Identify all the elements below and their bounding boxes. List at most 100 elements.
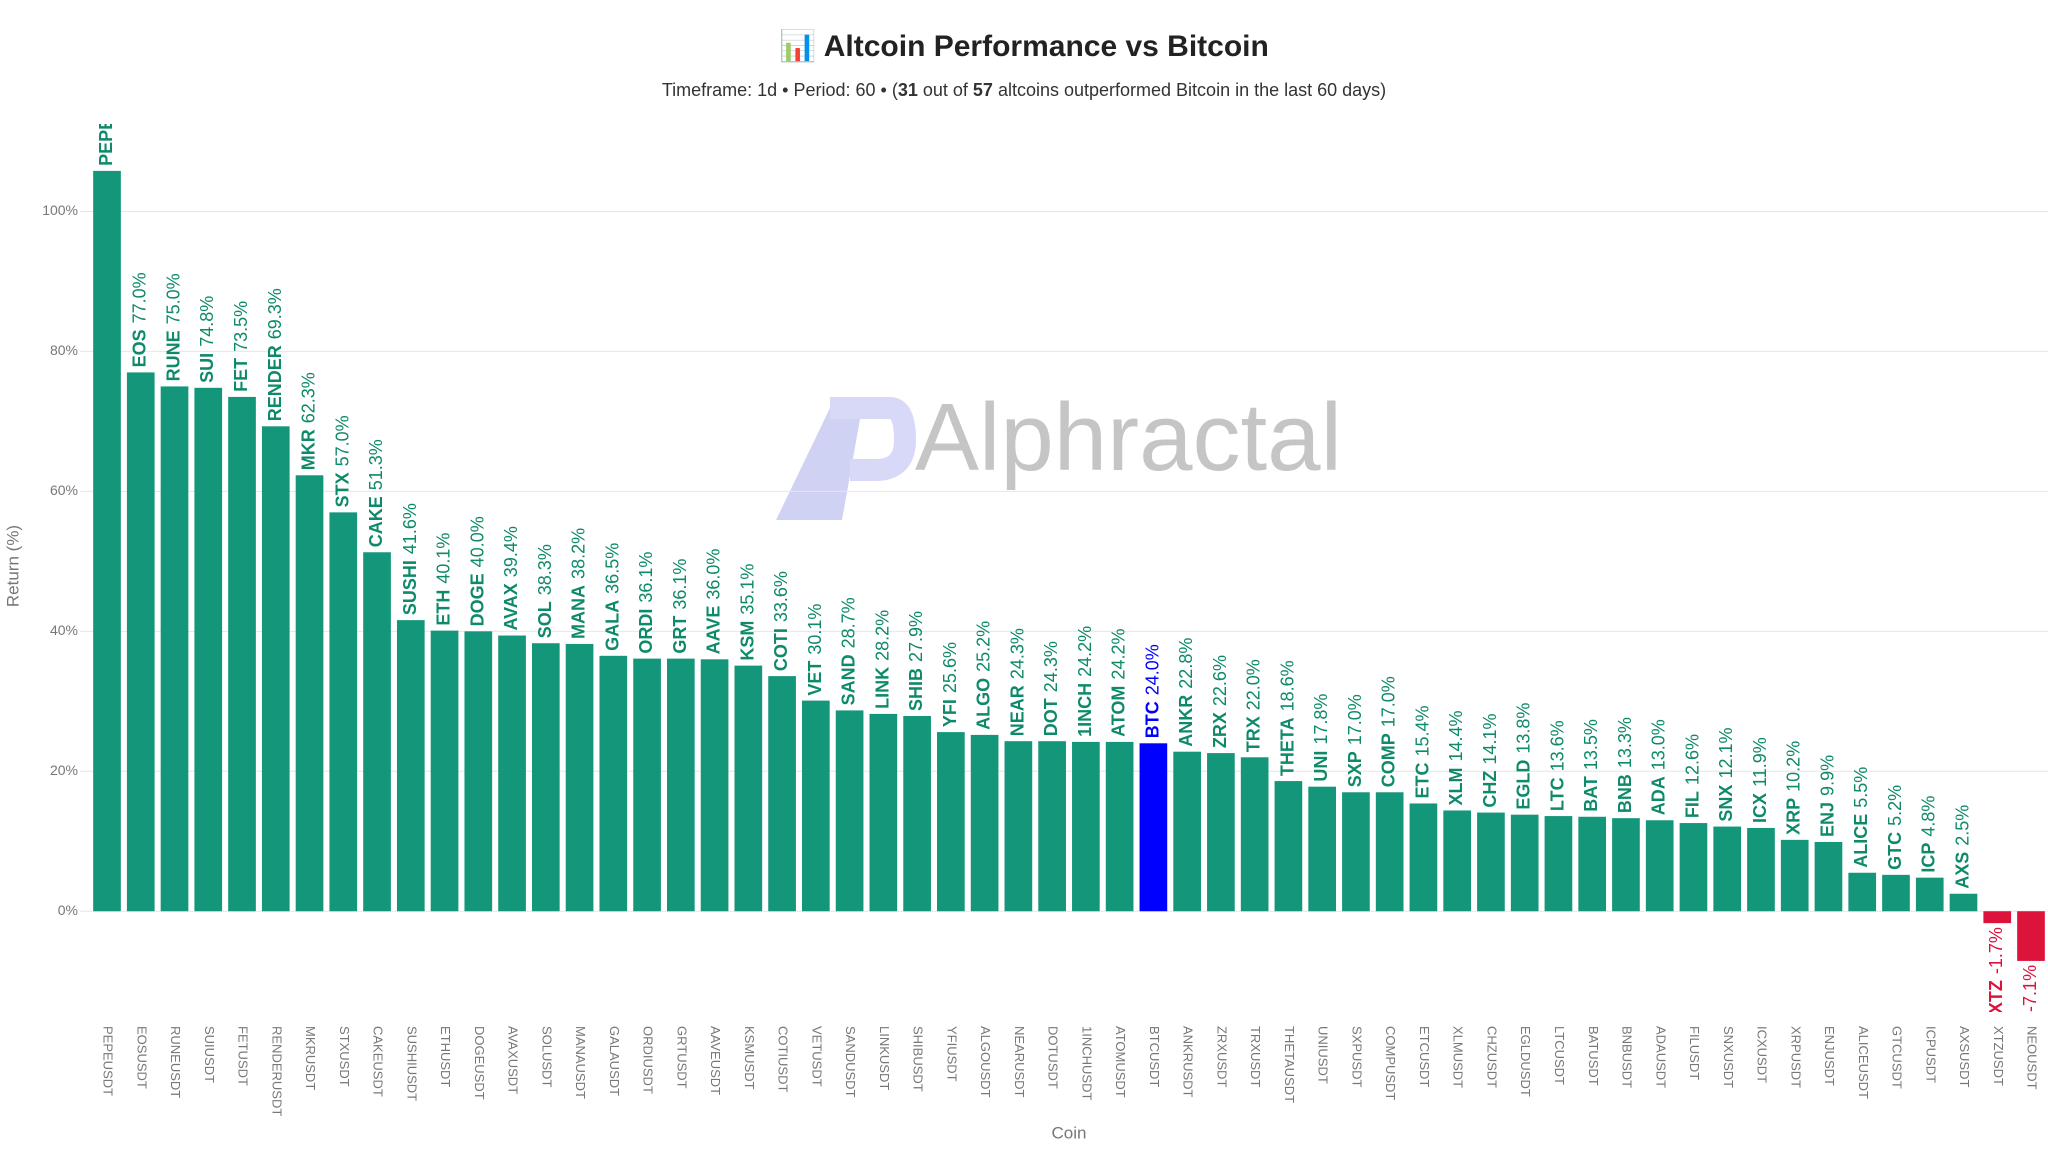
data-label-value: 24.3% (1041, 641, 1061, 692)
subtitle-part: Timeframe: 1d • Period: 60 • ( (662, 80, 898, 100)
data-label-name: PEPE (96, 118, 116, 166)
x-tick-label: COMPUSDT (1383, 1026, 1398, 1100)
data-label-name: FIL (1682, 791, 1702, 818)
data-label: YFI 25.6% (940, 642, 960, 727)
data-label-name: ANKR (1176, 695, 1196, 747)
data-label: LTC 13.6% (1547, 720, 1567, 811)
data-label-value: 13.0% (1648, 719, 1668, 770)
data-label-name: CHZ (1480, 771, 1500, 808)
data-label-value: 69.3% (265, 288, 285, 339)
bar (970, 734, 999, 912)
data-label-name: KSM (737, 621, 757, 661)
y-tick-label: 80% (50, 342, 78, 358)
data-label: ENJ 9.9% (1817, 755, 1837, 837)
data-label-value: 73.5% (231, 301, 251, 352)
data-label-value: 24.3% (1007, 628, 1027, 679)
x-tick-label: COTIUSDT (776, 1026, 791, 1093)
x-tick-label: ALICEUSDT (1856, 1026, 1871, 1099)
data-label: AVAX 39.4% (501, 526, 521, 630)
data-label-name: ORDI (636, 609, 656, 654)
data-label-name: VET (805, 661, 825, 696)
data-label: ETC 15.4% (1412, 705, 1432, 798)
bar (1645, 820, 1674, 912)
bar (1780, 839, 1809, 912)
bar (666, 658, 695, 912)
data-label-name: ICP (1918, 843, 1938, 873)
data-label-name: GALA (602, 600, 622, 651)
data-label-value: 13.3% (1615, 717, 1635, 768)
x-tick-label: TRXUSDT (1248, 1026, 1263, 1087)
plot-area: PEPE EOS 77.0% RUNE 75.0% SUI 74.8% FET 73.5% REN… (93, 118, 2045, 1012)
data-label: FIL 12.6% (1682, 734, 1702, 818)
data-label-value: 51.3% (366, 439, 386, 490)
data-label: ALICE 5.5% (1851, 767, 1871, 868)
data-label-name: UNI (1311, 751, 1331, 782)
data-label: FET 73.5% (231, 301, 251, 392)
x-tick-label: LTCUSDT (1552, 1026, 1567, 1085)
bar (261, 426, 290, 912)
y-tick-label: 0% (58, 902, 78, 918)
data-label-value: 5.2% (1885, 785, 1905, 826)
data-label-name: THETA (1277, 717, 1297, 776)
x-tick-label: GALAUSDT (607, 1026, 622, 1096)
bar (363, 552, 391, 912)
data-label-name: RENDER (265, 345, 285, 421)
x-tick-label: CHZUSDT (1484, 1026, 1499, 1088)
data-label-value: 38.2% (568, 528, 588, 579)
bar (2017, 911, 2045, 961)
data-label-name: AVAX (501, 583, 521, 630)
data-label-name: CAKE (366, 496, 386, 547)
data-label-name: ALGO (973, 678, 993, 730)
x-tick-label: THETAUSDT (1282, 1026, 1297, 1103)
data-label-name: ENJ (1817, 802, 1837, 837)
x-tick-label: FILUSDT (1687, 1026, 1702, 1080)
bar (1915, 877, 1944, 912)
data-label-name: GTC (1885, 832, 1905, 870)
bar (1612, 818, 1640, 912)
data-label: COTI 33.6% (771, 571, 791, 671)
data-label-value: 5.5% (1851, 767, 1871, 808)
x-tick-label: SXPUSDT (1349, 1026, 1364, 1087)
bar (396, 620, 425, 912)
bar (194, 387, 223, 912)
bar (295, 475, 324, 912)
data-label-value: 57.0% (332, 415, 352, 466)
data-label-value: 14.1% (1480, 714, 1500, 765)
data-label: ADA 13.0% (1648, 719, 1668, 815)
x-tick-label: SNXUSDT (1721, 1026, 1736, 1088)
bar (430, 630, 459, 912)
data-label: ORDI 36.1% (636, 552, 656, 654)
data-label-name: SAND (838, 654, 858, 705)
x-tick-label: NEOUSDT (2025, 1026, 2040, 1090)
x-tick-label: DOGEUSDT (472, 1026, 487, 1100)
x-tick-label: FETUSDT (236, 1026, 251, 1086)
data-label-value: 13.5% (1581, 719, 1601, 770)
bar (1578, 816, 1607, 912)
bar (1139, 743, 1168, 912)
x-tick-label: ALGOUSDT (978, 1026, 993, 1098)
data-label: XRP 10.2% (1783, 741, 1803, 835)
bar (1814, 841, 1843, 912)
x-tick-label: RUNEUSDT (168, 1026, 183, 1098)
bar (599, 655, 628, 912)
data-label: THETA 18.6% (1277, 660, 1297, 776)
data-label-value: -1.7% (1986, 927, 2006, 974)
data-label-value: 12.1% (1716, 728, 1736, 779)
data-label-name: EOS (130, 329, 150, 367)
x-tick-label: ATOMUSDT (1113, 1026, 1128, 1098)
data-label-name: BNB (1615, 774, 1635, 813)
data-label-name: AXS (1952, 852, 1972, 889)
bar (903, 716, 931, 912)
data-label-value: 24.2% (1075, 626, 1095, 677)
bar (1004, 741, 1033, 912)
x-tick-label: BNBUSDT (1620, 1026, 1635, 1088)
data-label: TRX 22.0% (1243, 659, 1263, 752)
x-tick-label: YFIUSDT (944, 1026, 959, 1082)
data-label-name: SXP (1345, 751, 1365, 787)
data-label: CHZ 14.1% (1480, 714, 1500, 808)
data-label: BTC 24.0% (1142, 644, 1162, 738)
data-label-name: SHIB (906, 668, 926, 711)
data-label: SHIB 27.9% (906, 611, 926, 711)
x-tick-label: AAVEUSDT (708, 1026, 723, 1095)
data-label: UNI 17.8% (1311, 694, 1331, 782)
